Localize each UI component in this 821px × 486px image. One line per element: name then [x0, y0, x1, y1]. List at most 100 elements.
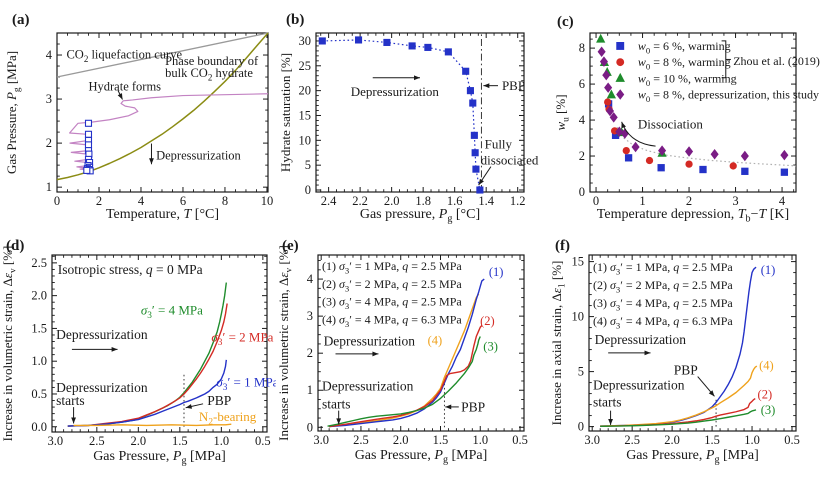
- svg-text:starts: starts: [56, 393, 84, 408]
- svg-text:3.0: 3.0: [48, 434, 64, 448]
- svg-text:PBP: PBP: [502, 78, 525, 93]
- svg-text:(3) σ3′ = 4 MPa, q = 2.5 MPa: (3) σ3′ = 4 MPa, q = 2.5 MPa: [593, 296, 733, 313]
- panel-a: 0 2 4 6 8 10 1 2 3 4 CO2 liquefaction curve Phase b…: [0, 0, 276, 232]
- svg-text:Hydrate forms: Hydrate forms: [88, 79, 161, 93]
- svg-text:10: 10: [299, 133, 312, 147]
- panel-f: 3.0 2.5 2.0 1.5 1.0 0.5 0 5 10 15 Depressurization…: [549, 230, 821, 486]
- svg-text:Hydrate saturation [%]: Hydrate saturation [%]: [278, 53, 293, 172]
- svg-text:2.4: 2.4: [321, 194, 337, 208]
- svg-text:1.0: 1.0: [31, 354, 47, 368]
- svg-text:0.5: 0.5: [255, 434, 271, 448]
- svg-text:Depressurization: Depressurization: [593, 378, 685, 393]
- panel-e-svg: 3.0 2.5 2.0 1.5 1.0 0.5 0 1 2 3 4 Depressurization D…: [276, 238, 528, 466]
- svg-text:w0 = 8 %, warming: w0 = 8 %, warming: [638, 55, 731, 72]
- svg-text:σ3′ = 2 MPa: σ3′ = 2 MPa: [211, 329, 273, 348]
- svg-text:2.0: 2.0: [131, 434, 147, 448]
- svg-text:starts: starts: [322, 396, 351, 411]
- panel-d-svg: 3.0 2.5 2.0 1.5 1.0 0.5 0.0 0.5 1.0 1.5 2.0 2.5 Isot…: [0, 238, 276, 467]
- svg-text:N2-bearing: N2-bearing: [199, 409, 257, 428]
- svg-text:(4): (4): [759, 359, 774, 373]
- svg-text:0: 0: [307, 420, 313, 434]
- svg-text:10: 10: [261, 194, 274, 208]
- svg-text:0: 0: [578, 420, 584, 434]
- svg-text:2: 2: [46, 136, 52, 150]
- svg-text:Phase boundary of: Phase boundary of: [165, 54, 259, 68]
- svg-text:w0 = 8 %, depressurization, th: w0 = 8 %, depressurization, this study: [638, 88, 819, 105]
- svg-text:(3): (3): [761, 403, 776, 417]
- svg-text:1.8: 1.8: [415, 194, 431, 208]
- svg-text:6: 6: [579, 77, 585, 91]
- svg-text:1.0: 1.0: [472, 433, 488, 447]
- svg-text:1: 1: [307, 383, 313, 397]
- panel-c: 0 1 2 3 4 0 2 4 6 8 Dissociation Zhou et al. (2019)…: [549, 0, 821, 232]
- svg-text:15: 15: [299, 108, 312, 122]
- panel-b: 2.4 2.2 2.0 1.8 1.6 1.4 1.2 0 5 10 15 20 25 30 Depress…: [276, 0, 549, 232]
- svg-text:(4) σ3′ = 4 MPa, q = 6.3 MPa: (4) σ3′ = 4 MPa, q = 6.3 MPa: [593, 314, 733, 331]
- svg-text:1.5: 1.5: [704, 433, 720, 447]
- svg-text:10: 10: [572, 310, 585, 324]
- svg-text:3: 3: [307, 309, 313, 323]
- svg-text:4: 4: [138, 194, 145, 208]
- svg-text:Increase in volumetric strain,: Increase in volumetric strain, Δεv [%]: [0, 246, 19, 442]
- svg-text:1.0: 1.0: [744, 433, 760, 447]
- svg-text:3: 3: [732, 194, 738, 208]
- svg-text:1.2: 1.2: [510, 194, 526, 208]
- svg-text:1: 1: [46, 180, 52, 194]
- svg-text:(4) σ3′ = 4 MPa, q = 6.3 MPa: (4) σ3′ = 4 MPa, q = 6.3 MPa: [322, 312, 462, 329]
- svg-text:8: 8: [222, 194, 228, 208]
- svg-text:Depressurization: Depressurization: [324, 333, 416, 348]
- svg-text:2: 2: [579, 149, 585, 163]
- svg-text:0: 0: [579, 185, 585, 199]
- svg-text:Zhou et al. (2019): Zhou et al. (2019): [733, 54, 820, 68]
- svg-text:3.0: 3.0: [584, 433, 600, 447]
- svg-text:Depressurization: Depressurization: [56, 380, 148, 395]
- svg-text:(e): (e): [282, 238, 299, 254]
- svg-text:Gas Pressure, Pg [MPa]: Gas Pressure, Pg [MPa]: [626, 448, 759, 466]
- svg-text:6: 6: [180, 194, 186, 208]
- svg-text:3.0: 3.0: [313, 433, 329, 447]
- svg-text:(2) σ3′ = 2 MPa, q = 2.5 MPa: (2) σ3′ = 2 MPa, q = 2.5 MPa: [322, 277, 462, 294]
- svg-text:4: 4: [779, 194, 786, 208]
- svg-text:(1): (1): [761, 263, 776, 277]
- svg-text:starts: starts: [593, 394, 622, 409]
- svg-text:20: 20: [299, 84, 312, 98]
- svg-text:(b): (b): [286, 12, 304, 28]
- svg-text:0.5: 0.5: [784, 433, 800, 447]
- svg-text:σ3′ = 1 MPa: σ3′ = 1 MPa: [216, 375, 276, 394]
- svg-text:0.0: 0.0: [31, 420, 47, 434]
- svg-text:Gas Pressure, Pg [MPa]: Gas Pressure, Pg [MPa]: [93, 449, 226, 467]
- svg-text:σ3′ = 4 MPa: σ3′ = 4 MPa: [141, 303, 203, 322]
- svg-text:4: 4: [46, 48, 53, 62]
- svg-text:PBP: PBP: [461, 399, 485, 414]
- svg-text:(4): (4): [428, 334, 443, 348]
- svg-text:Depressurization: Depressurization: [56, 327, 148, 342]
- svg-text:(f): (f): [555, 238, 570, 254]
- svg-text:2.0: 2.0: [31, 289, 47, 303]
- svg-text:1.5: 1.5: [172, 434, 188, 448]
- svg-text:Gas pressure, Pg [°C]: Gas pressure, Pg [°C]: [360, 207, 480, 225]
- svg-text:3: 3: [46, 92, 52, 106]
- svg-text:2.0: 2.0: [393, 433, 409, 447]
- svg-text:0.5: 0.5: [512, 433, 528, 447]
- panel-e: 3.0 2.5 2.0 1.5 1.0 0.5 0 1 2 3 4 Depressurization D…: [276, 230, 549, 486]
- svg-text:0: 0: [54, 194, 60, 208]
- svg-text:(3) σ3′ = 4 MPa, q = 2.5 MPa: (3) σ3′ = 4 MPa, q = 2.5 MPa: [322, 295, 462, 312]
- svg-text:5: 5: [578, 365, 584, 379]
- svg-text:dissociated: dissociated: [481, 153, 539, 168]
- svg-text:0.5: 0.5: [31, 387, 47, 401]
- svg-text:PBP: PBP: [207, 393, 231, 408]
- svg-text:2: 2: [96, 194, 102, 208]
- svg-text:(3): (3): [483, 339, 498, 353]
- panel-f-svg: 3.0 2.5 2.0 1.5 1.0 0.5 0 5 10 15 Depressurization…: [549, 238, 800, 466]
- svg-text:2.5: 2.5: [31, 256, 47, 270]
- svg-text:(1) σ3′ = 1 MPa, q = 2.5 MPa: (1) σ3′ = 1 MPa, q = 2.5 MPa: [322, 259, 462, 276]
- svg-text:2.5: 2.5: [89, 434, 105, 448]
- svg-text:2: 2: [307, 346, 313, 360]
- svg-text:15: 15: [572, 255, 585, 269]
- svg-text:2.5: 2.5: [353, 433, 369, 447]
- svg-text:(1): (1): [489, 265, 504, 279]
- svg-text:(a): (a): [12, 12, 30, 28]
- svg-text:1.6: 1.6: [447, 194, 463, 208]
- svg-text:(1) σ3′ = 1 MPa, q = 2.5 MPa: (1) σ3′ = 1 MPa, q = 2.5 MPa: [593, 260, 733, 277]
